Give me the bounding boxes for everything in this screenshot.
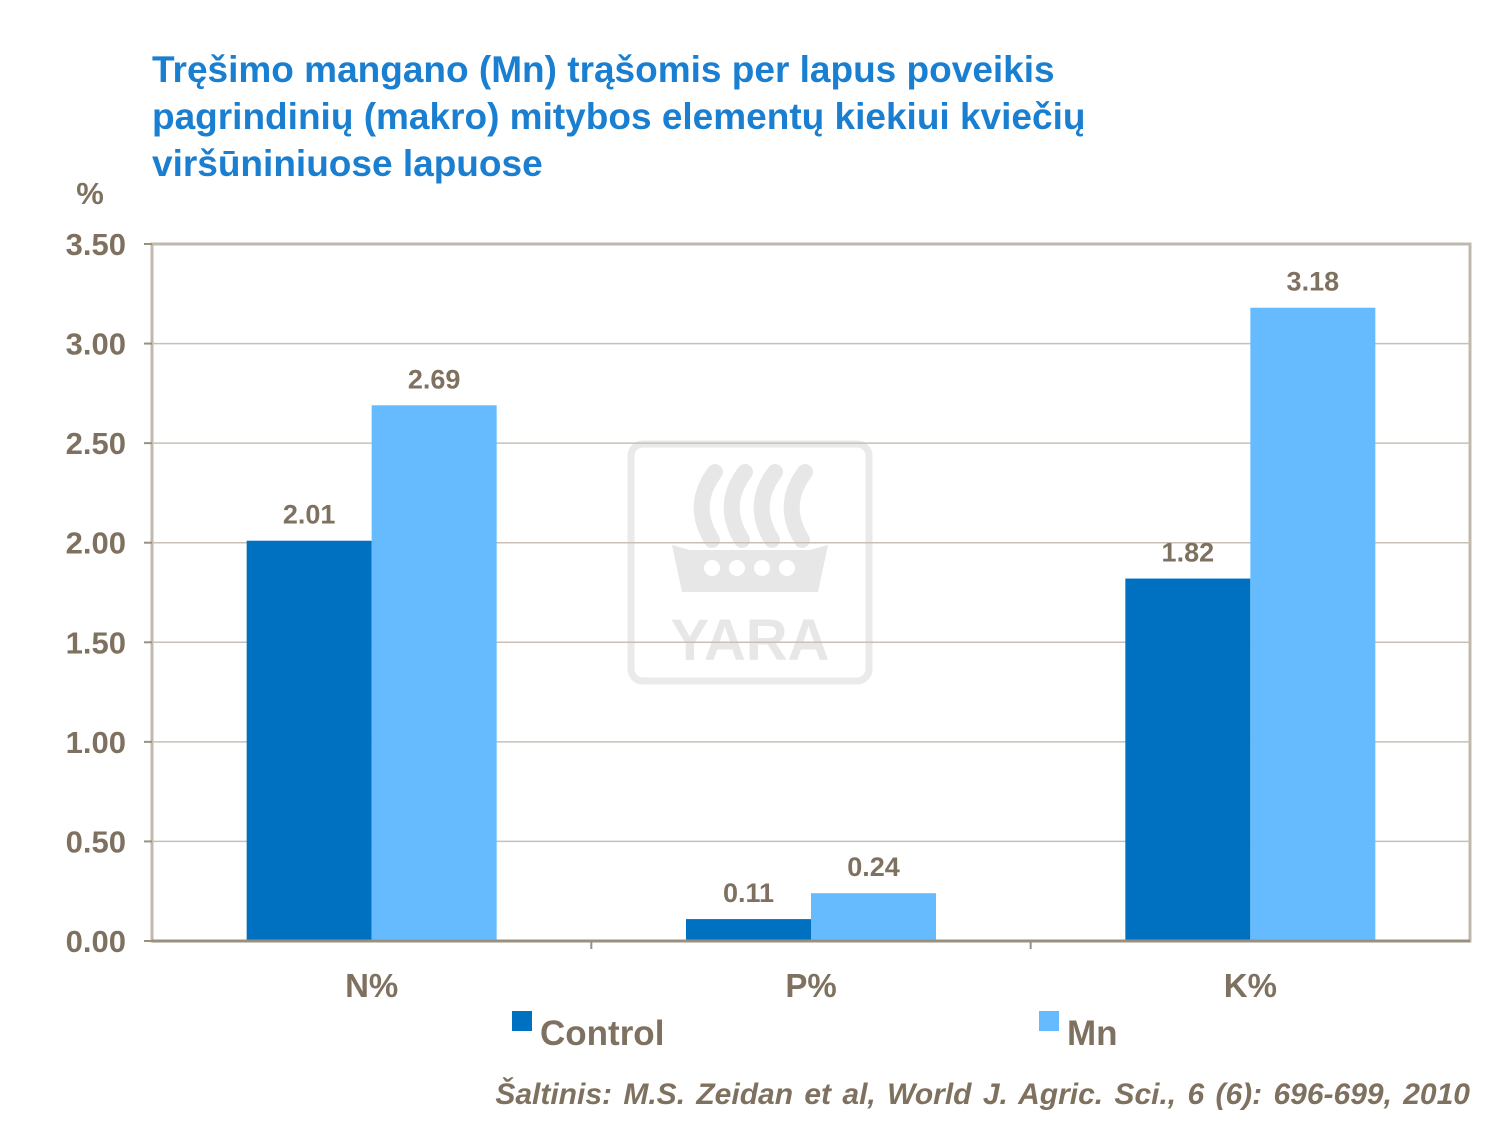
y-tick-label: 2.00: [66, 526, 126, 561]
bar-mn-2: [1250, 307, 1376, 941]
y-tick-label: 3.50: [66, 227, 126, 262]
watermark-text: YARA: [670, 608, 829, 673]
data-label: 0.11: [723, 878, 774, 908]
source-citation: Šaltinis: M.S. Zeidan et al, World J. Ag…: [495, 1078, 1470, 1111]
title-line-2: pagrindinių (makro) mitybos elementų kie…: [152, 96, 1086, 137]
y-axis-unit: %: [76, 176, 104, 211]
y-tick-label: 2.50: [66, 426, 126, 461]
data-label: 3.18: [1287, 267, 1340, 297]
x-category-label: N%: [345, 967, 398, 1004]
x-category-label: P%: [785, 967, 836, 1004]
bar-control-1: [686, 919, 811, 941]
yara-logo-watermark: YARA: [627, 440, 873, 685]
y-tick-label: 3.00: [66, 327, 126, 362]
bar-control-0: [246, 540, 372, 941]
bar-mn-0: [371, 405, 497, 941]
data-label: 0.24: [847, 852, 900, 882]
title-line-3: viršūniniuose lapuose: [152, 143, 543, 184]
bar-control-2: [1125, 578, 1251, 941]
legend-label-control: Control: [540, 1014, 664, 1053]
y-tick-label: 0.50: [66, 824, 126, 859]
title-line-1: Tręšimo mangano (Mn) trąšomis per lapus …: [152, 49, 1055, 90]
chart-title: Tręšimo mangano (Mn) trąšomis per lapus …: [152, 46, 1302, 187]
legend-swatch-mn: [1039, 1011, 1059, 1031]
data-label: 2.69: [408, 364, 461, 394]
x-category-label: K%: [1224, 967, 1277, 1004]
legend-swatch-control: [512, 1011, 532, 1031]
y-tick-label: 1.00: [66, 725, 126, 760]
y-tick-label: 1.50: [66, 625, 126, 660]
bar-mn-1: [811, 893, 936, 941]
legend-label-mn: Mn: [1067, 1014, 1118, 1053]
data-label: 1.82: [1162, 538, 1215, 568]
data-label: 2.01: [283, 500, 336, 530]
y-tick-label: 0.00: [66, 924, 126, 959]
